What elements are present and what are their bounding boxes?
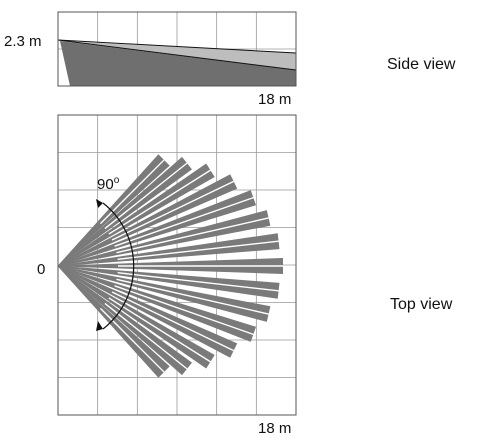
top-view-panel: [57, 114, 297, 416]
side-view-panel: [57, 11, 297, 87]
beam-split-line: [104, 302, 188, 370]
detection-beam: [57, 190, 257, 267]
angle-label: 90o: [97, 175, 120, 193]
detection-beam: [57, 163, 215, 267]
arc-arrowhead-top: [96, 199, 103, 208]
beam-split-line: [116, 278, 269, 315]
beam-split-line: [108, 169, 211, 235]
detection-beam: [57, 265, 215, 369]
beam-split-line: [117, 272, 279, 292]
beam-split-line: [104, 162, 188, 230]
origin-label: 0: [37, 261, 46, 278]
detection-beam: [57, 174, 238, 267]
side-view-title: Side view: [387, 56, 456, 73]
detection-beam: [57, 265, 192, 376]
degree-symbol: o: [113, 175, 120, 186]
angle-arc: [102, 202, 135, 330]
beam-split-line: [111, 180, 234, 241]
angle-value: 90: [97, 176, 114, 193]
side-view-bottom-edge: [57, 39, 297, 71]
detection-beam: [57, 265, 271, 322]
side-view-top-edge: [57, 39, 297, 54]
beam-split-line: [108, 297, 211, 363]
side-height-label: 2.3 m: [4, 33, 42, 50]
detection-beams: [57, 154, 283, 378]
detection-beam: [58, 265, 280, 299]
detection-beam: [58, 233, 280, 267]
side-view-border: [57, 11, 297, 87]
detection-beam: [57, 265, 238, 358]
detection-beam: [57, 210, 271, 267]
top-view-border: [57, 114, 297, 416]
arc-arrowhead-bottom: [96, 321, 103, 331]
beam-split-line: [99, 307, 165, 373]
side-range-label: 18 m: [258, 91, 292, 108]
beam-split-line: [117, 240, 279, 260]
detection-beam: [57, 265, 257, 342]
side-view-near-zone: [60, 41, 296, 86]
beam-split-line: [99, 159, 165, 225]
top-view-title: Top view: [390, 296, 453, 313]
detection-beam: [57, 156, 192, 267]
beam-split-line: [114, 196, 254, 247]
beam-split-line: [116, 217, 269, 254]
top-range-label: 18 m: [258, 420, 292, 437]
beam-split-line: [111, 291, 234, 352]
beam-split-line: [114, 285, 254, 336]
